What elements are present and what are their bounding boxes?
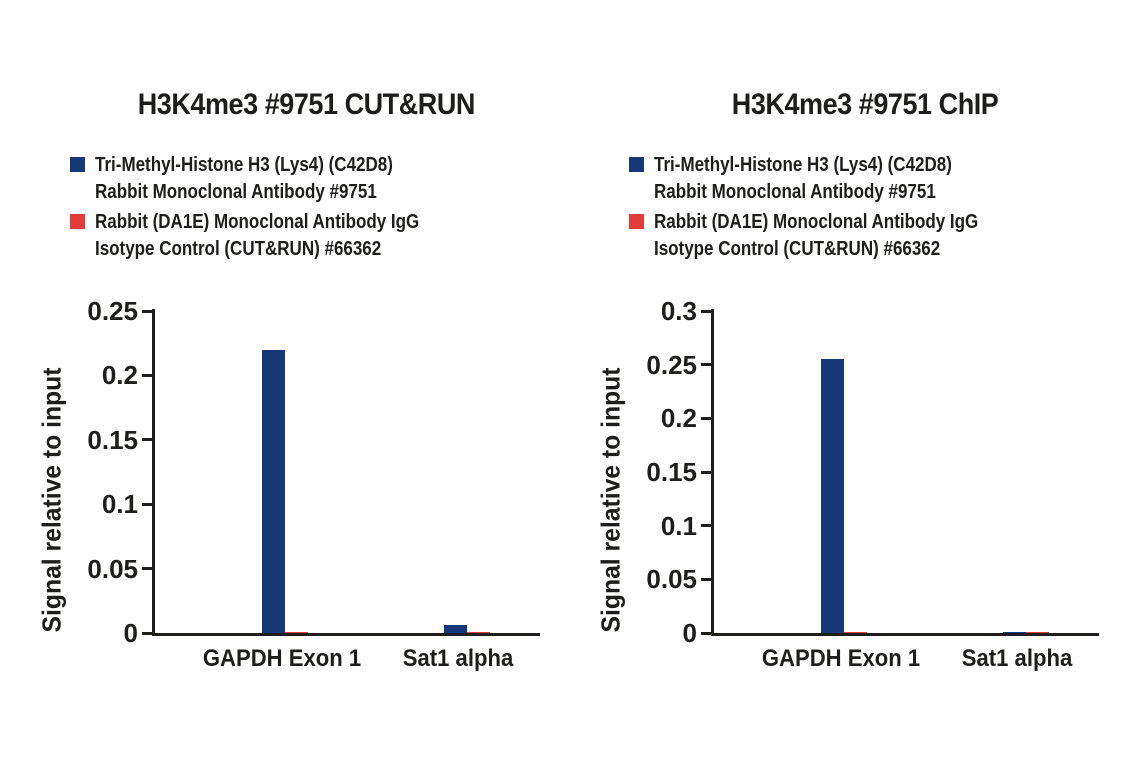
y-axis-line: [711, 309, 714, 636]
y-axis-line: [152, 309, 155, 636]
bar-igg-gapdh: [285, 631, 308, 633]
chart-title-text: H3K4me3 #9751 CUT&RUN: [137, 88, 475, 121]
y-axis-title: Signal relative to input: [36, 367, 67, 633]
y-tick-mark: [142, 373, 152, 377]
y-tick-mark: [701, 470, 711, 474]
y-tick-mark: [701, 309, 711, 313]
legend-label-line1: Tri-Methyl-Histone H3 (Lys4) (C42D8): [654, 154, 952, 176]
legend-swatch-antibody: [629, 157, 644, 172]
y-tick-label: 0.15: [646, 457, 697, 487]
y-tick-mark: [701, 631, 711, 635]
chart-title-chip: H3K4me3 #9751 ChIP: [592, 88, 1138, 122]
y-tick-label: 0.25: [646, 349, 697, 380]
legend: Tri-Methyl-Histone H3 (Lys4) (C42D8) Rab…: [629, 152, 1109, 266]
bar-antibody-sat1: [444, 625, 467, 633]
y-tick-mark: [701, 363, 711, 367]
y-tick-label: 0.1: [660, 510, 697, 541]
legend-label-line2: Isotype Control (CUT&RUN) #66362: [654, 238, 941, 260]
legend-item-antibody: Tri-Methyl-Histone H3 (Lys4) (C42D8) Rab…: [70, 152, 550, 206]
y-axis-title: Signal relative to input: [595, 367, 626, 633]
legend-swatch-igg-control: [629, 214, 644, 229]
y-tick-mark: [142, 502, 152, 506]
y-tick-label: 0: [123, 618, 138, 648]
legend-item-igg-control: Rabbit (DA1E) Monoclonal Antibody IgG Is…: [629, 209, 1109, 263]
legend-label-line1: Rabbit (DA1E) Monoclonal Antibody IgG: [654, 211, 979, 233]
y-tick-label: 0.3: [660, 296, 697, 326]
x-axis-line: [711, 633, 1099, 636]
y-tick-label: 0.1: [101, 489, 138, 520]
legend-label-igg-control: Rabbit (DA1E) Monoclonal Antibody IgG Is…: [654, 209, 978, 263]
x-axis-line: [152, 633, 540, 636]
legend-label-line2: Isotype Control (CUT&RUN) #66362: [95, 238, 382, 260]
x-category-gapdh: GAPDH Exon 1: [761, 645, 921, 672]
bar-igg-gapdh: [844, 631, 867, 633]
y-tick-label: 0.25: [87, 296, 138, 326]
plot-area-chip: 0 0.05 0.1 0.15 0.2 0.25 0.3 GAPDH Exon 1 Sat1…: [646, 298, 1099, 672]
legend: Tri-Methyl-Histone H3 (Lys4) (C42D8) Rab…: [70, 152, 550, 266]
legend-label-antibody: Tri-Methyl-Histone H3 (Lys4) (C42D8) Rab…: [95, 152, 393, 206]
chart-panel-cutrun: H3K4me3 #9751 CUT&RUN Tri-Methyl-Histone…: [0, 0, 570, 768]
y-tick-label: 0.15: [87, 424, 138, 455]
y-tick-mark: [142, 309, 152, 313]
y-tick-label: 0.05: [87, 553, 138, 584]
legend-swatch-igg-control: [70, 214, 85, 229]
x-category-gapdh: GAPDH Exon 1: [202, 645, 362, 672]
y-tick-mark: [701, 524, 711, 528]
y-tick-mark: [142, 567, 152, 571]
legend-label-antibody: Tri-Methyl-Histone H3 (Lys4) (C42D8) Rab…: [654, 152, 952, 206]
bar-igg-sat1: [1026, 632, 1049, 633]
legend-label-line1: Rabbit (DA1E) Monoclonal Antibody IgG: [95, 211, 420, 233]
chart-title-cutrun: H3K4me3 #9751 CUT&RUN: [33, 88, 579, 122]
y-tick-label: 0.2: [101, 360, 138, 391]
y-tick-label: 0.2: [660, 403, 697, 434]
chart-title-text: H3K4me3 #9751 ChIP: [731, 88, 999, 121]
y-tick-mark: [142, 631, 152, 635]
plot-area-cutrun: 0 0.05 0.1 0.15 0.2 0.25 GAPDH Exon 1 Sat1 al…: [87, 298, 540, 672]
y-tick-mark: [701, 416, 711, 420]
bar-antibody-sat1: [1003, 631, 1026, 633]
x-category-sat1: Sat1 alpha: [402, 645, 514, 672]
y-tick-mark: [142, 438, 152, 442]
y-tick-mark: [701, 577, 711, 581]
y-tick-label: 0: [682, 618, 697, 648]
chart-panel-chip: H3K4me3 #9751 ChIP Tri-Methyl-Histone H3…: [559, 0, 1129, 768]
legend-label-line1: Tri-Methyl-Histone H3 (Lys4) (C42D8): [95, 154, 393, 176]
legend-label-line2: Rabbit Monoclonal Antibody #9751: [95, 181, 377, 203]
legend-swatch-antibody: [70, 157, 85, 172]
bar-igg-sat1: [467, 632, 490, 633]
bar-antibody-gapdh: [821, 359, 844, 633]
legend-label-igg-control: Rabbit (DA1E) Monoclonal Antibody IgG Is…: [95, 209, 419, 263]
legend-item-antibody: Tri-Methyl-Histone H3 (Lys4) (C42D8) Rab…: [629, 152, 1109, 206]
y-tick-label: 0.05: [646, 564, 697, 595]
x-category-sat1: Sat1 alpha: [961, 645, 1073, 672]
legend-label-line2: Rabbit Monoclonal Antibody #9751: [654, 181, 936, 203]
legend-item-igg-control: Rabbit (DA1E) Monoclonal Antibody IgG Is…: [70, 209, 550, 263]
bar-antibody-gapdh: [262, 349, 285, 633]
